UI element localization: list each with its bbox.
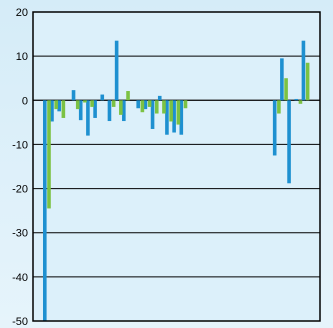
bar [57, 100, 61, 112]
bar [61, 100, 66, 118]
bar [43, 100, 47, 321]
bar [294, 98, 299, 101]
bar [83, 100, 87, 103]
bar [154, 100, 159, 114]
bar [50, 100, 54, 122]
bar [93, 100, 97, 118]
y-tick-label: -10 [12, 139, 28, 151]
bar [169, 100, 173, 122]
bar [162, 100, 166, 114]
y-tick-label: -30 [12, 228, 28, 240]
bar [165, 100, 169, 135]
y-tick-label: 10 [16, 51, 28, 63]
plot-frame [32, 11, 321, 322]
bar [176, 100, 181, 125]
bar [126, 91, 130, 101]
y-tick-label: -50 [12, 316, 28, 328]
bar [143, 100, 148, 110]
bar [172, 100, 176, 133]
bar [107, 100, 112, 122]
bar [78, 100, 83, 121]
bar [54, 100, 58, 110]
bar [272, 100, 277, 156]
bar [183, 100, 188, 109]
bar [287, 100, 291, 184]
bar [298, 100, 303, 104]
bar [100, 94, 105, 101]
bar [157, 95, 162, 101]
bar [114, 40, 119, 101]
bar [47, 100, 51, 209]
bar [150, 100, 155, 129]
bar [71, 90, 76, 101]
bar [136, 100, 140, 109]
y-tick-label: -20 [12, 184, 28, 196]
bar [147, 100, 152, 107]
plot-area [33, 12, 320, 321]
bar [305, 62, 310, 101]
bar [277, 100, 281, 114]
bar [90, 100, 94, 107]
bar [140, 100, 145, 113]
bar [179, 100, 184, 135]
bar [122, 100, 126, 122]
y-tick-label: 20 [16, 7, 28, 19]
bar [280, 58, 284, 101]
bar [75, 100, 80, 110]
bar [284, 78, 288, 101]
y-tick-label: 0 [22, 95, 28, 107]
y-tick-label: -40 [12, 272, 28, 284]
bar [119, 100, 123, 115]
bar [111, 100, 116, 107]
bar [86, 100, 90, 136]
bar [301, 40, 306, 101]
